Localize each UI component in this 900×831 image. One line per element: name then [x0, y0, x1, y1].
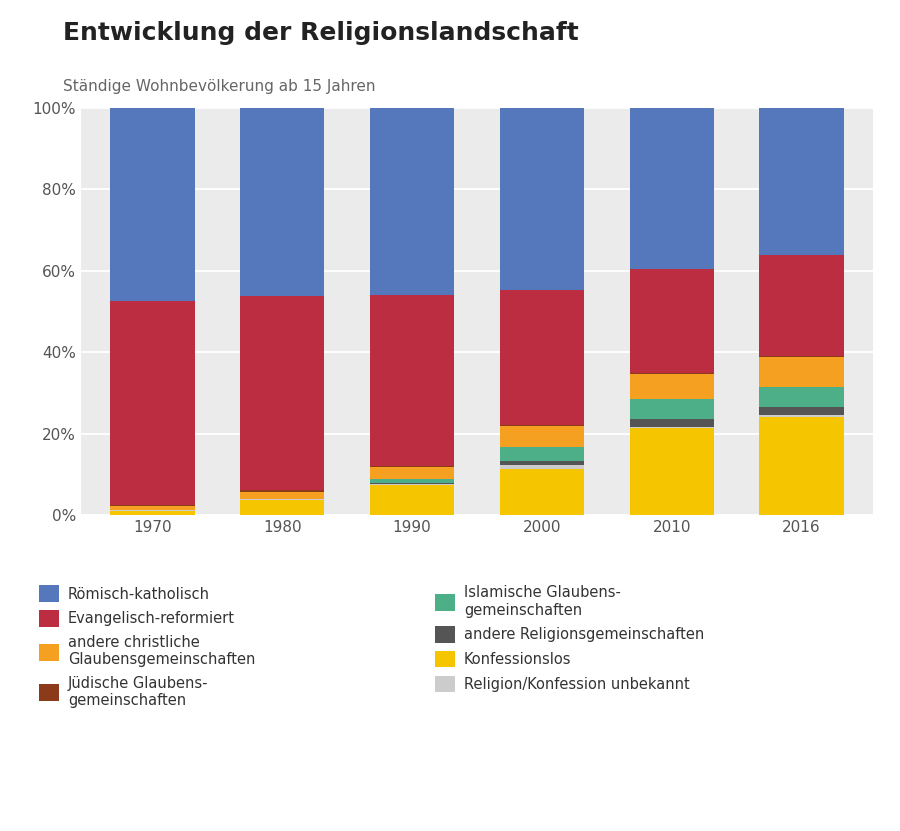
Bar — [500, 461, 584, 465]
Text: Ständige Wohnbevölkerung ab 15 Jahren: Ständige Wohnbevölkerung ab 15 Jahren — [63, 79, 375, 94]
Bar — [370, 295, 454, 465]
Bar — [500, 291, 584, 425]
Legend: Islamische Glaubens-
gemeinschaften, andere Religionsgemeinschaften, Konfessions: Islamische Glaubens- gemeinschaften, and… — [429, 579, 710, 698]
Bar — [630, 372, 714, 374]
Bar — [760, 416, 844, 417]
Text: Entwicklung der Religionslandschaft: Entwicklung der Religionslandschaft — [63, 21, 579, 45]
Bar — [240, 492, 324, 499]
Bar — [110, 511, 194, 515]
Bar — [370, 479, 454, 483]
Bar — [370, 108, 454, 295]
Bar — [760, 387, 844, 407]
Bar — [630, 399, 714, 419]
Bar — [500, 425, 584, 447]
Bar — [110, 504, 194, 506]
Bar — [370, 483, 454, 484]
Bar — [110, 506, 194, 510]
Bar — [760, 356, 844, 357]
Bar — [370, 465, 454, 467]
Bar — [630, 419, 714, 427]
Bar — [500, 469, 584, 515]
Bar — [630, 374, 714, 399]
Bar — [500, 447, 584, 461]
Bar — [370, 467, 454, 479]
Bar — [370, 485, 454, 515]
Bar — [500, 465, 584, 469]
Bar — [240, 490, 324, 492]
Bar — [240, 108, 324, 296]
Bar — [760, 254, 844, 356]
Bar — [630, 428, 714, 515]
Bar — [240, 296, 324, 490]
Bar — [630, 108, 714, 269]
Bar — [500, 108, 584, 291]
Bar — [760, 407, 844, 416]
Bar — [240, 499, 324, 515]
Bar — [760, 357, 844, 387]
Bar — [110, 301, 194, 504]
Bar — [760, 417, 844, 515]
Bar — [110, 108, 194, 301]
Bar — [630, 269, 714, 372]
Bar — [630, 427, 714, 428]
Bar — [760, 108, 844, 254]
